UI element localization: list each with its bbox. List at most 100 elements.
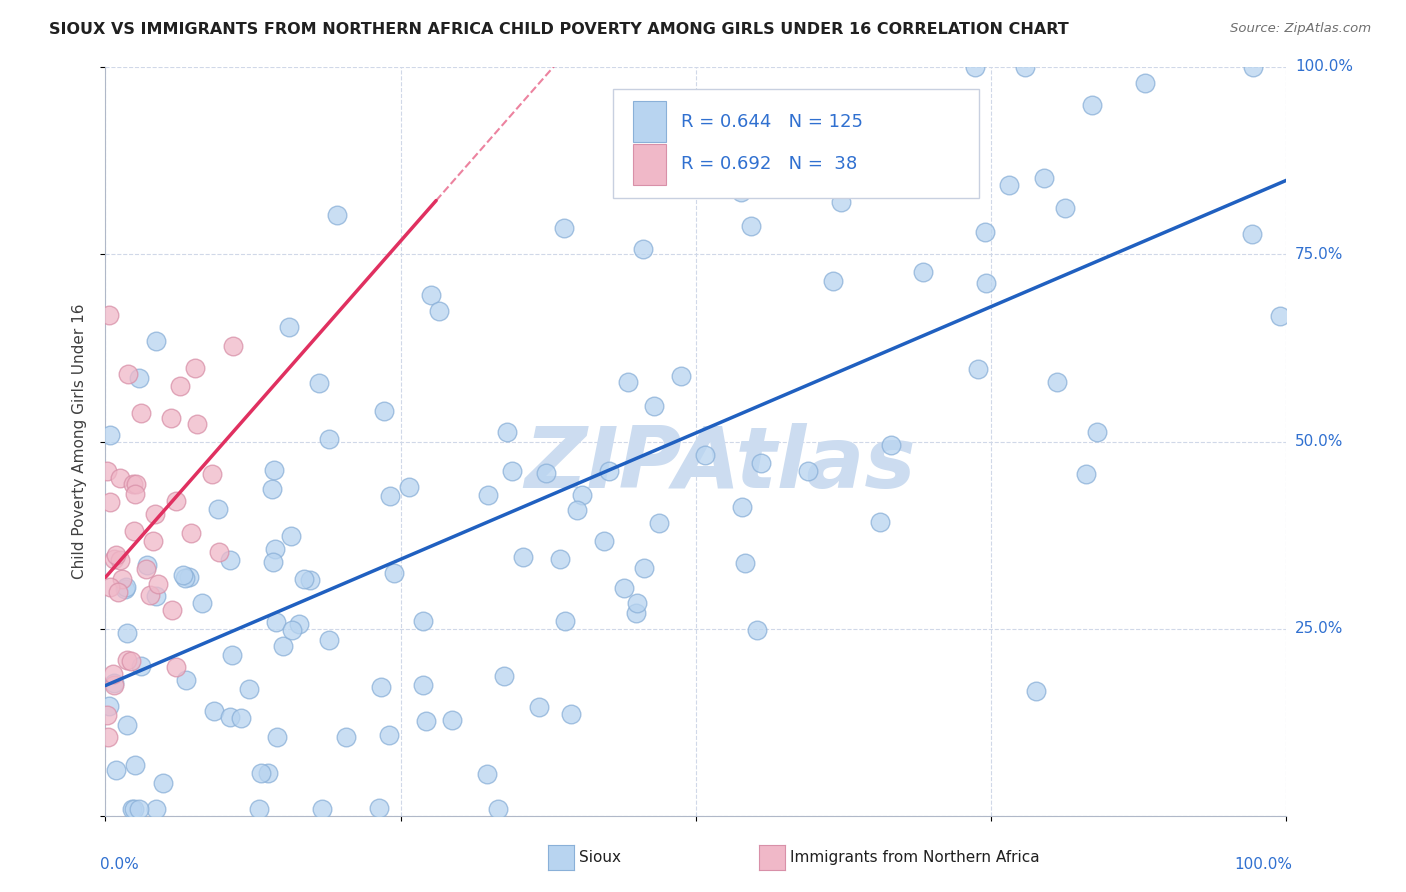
Point <box>96 464 118 478</box>
Point <box>266 730 288 744</box>
Point <box>122 802 145 816</box>
Point <box>749 456 772 470</box>
Point <box>122 524 145 538</box>
Point <box>486 802 509 816</box>
Point <box>567 503 589 517</box>
Point <box>730 185 752 199</box>
Point <box>1240 227 1263 242</box>
Point <box>378 489 401 503</box>
Point <box>966 362 988 376</box>
Point <box>219 710 242 724</box>
Point <box>763 118 786 132</box>
Point <box>326 208 349 222</box>
Point <box>98 580 121 594</box>
Point <box>145 802 167 816</box>
Point <box>419 288 441 302</box>
Point <box>494 669 516 683</box>
Point <box>98 699 121 714</box>
Point <box>145 334 167 348</box>
Point <box>165 660 187 674</box>
Point <box>378 728 401 742</box>
Point <box>571 488 593 502</box>
Point <box>142 534 165 549</box>
Point <box>103 667 125 681</box>
Point <box>512 550 534 565</box>
Point <box>135 558 157 572</box>
Point <box>292 572 315 586</box>
Point <box>974 276 997 290</box>
Point <box>1033 171 1056 186</box>
Point <box>139 588 162 602</box>
Point <box>174 570 197 584</box>
Point <box>111 572 134 586</box>
Point <box>262 555 284 569</box>
Point <box>745 623 768 637</box>
Point <box>103 552 125 566</box>
Point <box>1241 60 1264 74</box>
Point <box>412 678 434 692</box>
Point <box>124 486 146 500</box>
Point <box>1085 425 1108 439</box>
Text: Immigrants from Northern Africa: Immigrants from Northern Africa <box>790 850 1040 864</box>
Point <box>271 639 294 653</box>
Point <box>278 319 301 334</box>
Point <box>98 428 121 442</box>
Point <box>311 802 333 816</box>
Point <box>208 544 231 558</box>
Point <box>108 470 131 484</box>
Point <box>96 708 118 723</box>
Point <box>219 553 242 567</box>
Point <box>263 463 285 477</box>
Point <box>249 766 271 780</box>
Point <box>221 648 243 662</box>
Point <box>114 580 136 594</box>
Point <box>501 464 523 478</box>
Point <box>200 467 222 482</box>
Point <box>1025 683 1047 698</box>
Point <box>318 633 340 648</box>
Point <box>880 438 903 452</box>
Point <box>257 766 280 780</box>
Point <box>202 704 225 718</box>
Point <box>554 614 576 628</box>
Point <box>440 713 463 727</box>
Point <box>1074 467 1097 482</box>
Point <box>706 126 728 140</box>
Point <box>415 714 437 728</box>
Point <box>631 242 654 256</box>
Point <box>384 566 406 580</box>
Text: 75.0%: 75.0% <box>1295 247 1343 261</box>
Point <box>264 541 287 556</box>
Text: 100.0%: 100.0% <box>1295 60 1353 74</box>
Point <box>626 596 648 610</box>
Text: 100.0%: 100.0% <box>1234 857 1292 872</box>
Text: SIOUX VS IMMIGRANTS FROM NORTHERN AFRICA CHILD POVERTY AMONG GIRLS UNDER 16 CORR: SIOUX VS IMMIGRANTS FROM NORTHERN AFRICA… <box>49 22 1069 37</box>
FancyBboxPatch shape <box>633 101 666 142</box>
Point <box>143 508 166 522</box>
Point <box>120 654 142 668</box>
Point <box>1081 98 1104 112</box>
Point <box>527 700 550 714</box>
Point <box>114 582 136 597</box>
Point <box>105 548 128 562</box>
Point <box>912 265 935 279</box>
Text: R = 0.692   N =  38: R = 0.692 N = 38 <box>681 155 856 173</box>
Point <box>613 581 636 595</box>
Point <box>124 758 146 772</box>
Point <box>830 195 852 210</box>
Text: ZIPAtlas: ZIPAtlas <box>524 423 915 506</box>
FancyBboxPatch shape <box>633 144 666 185</box>
Point <box>633 561 655 575</box>
Point <box>129 406 152 420</box>
Point <box>963 60 986 74</box>
Point <box>98 495 121 509</box>
Point <box>624 606 647 620</box>
Point <box>280 529 302 543</box>
Point <box>169 379 191 393</box>
Point <box>560 706 582 721</box>
Point <box>740 219 762 233</box>
Point <box>299 574 322 588</box>
Point <box>648 516 671 530</box>
Point <box>145 589 167 603</box>
Point <box>122 476 145 491</box>
